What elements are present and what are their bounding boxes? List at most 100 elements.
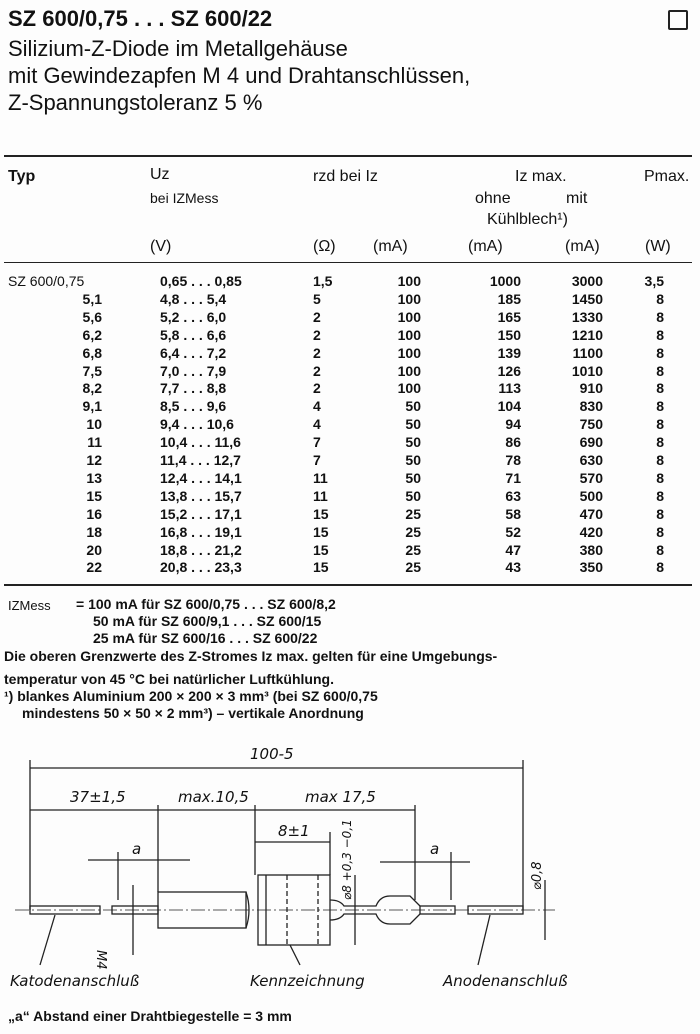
- cell-typ: 6,2: [82, 326, 102, 343]
- table-row: 7,5 7,0 . . . 7,9 2 100 126 1010 8: [0, 363, 700, 381]
- cell-pmax: 3,5: [644, 273, 664, 289]
- cell-uz-range: 11,4 . . . 12,7: [160, 452, 241, 468]
- unit-ma-ohne: (mA): [468, 238, 503, 255]
- dim-a-left: a: [132, 840, 142, 858]
- cell-rzd: 2: [313, 362, 321, 379]
- col-rzd: rzd bei Iz: [313, 168, 378, 185]
- cell-iz-max-mit: 750: [579, 416, 603, 433]
- cell-rzd: 1,5: [313, 273, 333, 289]
- cell-iz: 25: [405, 541, 421, 558]
- cell-rzd: 5: [313, 290, 321, 307]
- cell-iz: 25: [405, 523, 421, 540]
- cell-iz-max-mit: 910: [579, 380, 603, 397]
- cell-iz-max-mit: 380: [579, 541, 603, 558]
- cell-rzd: 4: [313, 416, 321, 433]
- table-row: 9,1 8,5 . . . 9,6 4 50 104 830 8: [0, 398, 700, 416]
- col-ohne: ohne: [475, 190, 511, 207]
- cell-pmax: 8: [656, 290, 664, 307]
- cell-pmax: 8: [656, 559, 664, 576]
- cell-iz-max-ohne: 86: [505, 434, 521, 451]
- cell-iz: 100: [397, 344, 421, 361]
- subtitle-line-2: mit Gewindezapfen M 4 und Drahtanschlüss…: [8, 63, 471, 88]
- table-row: 15 13,8 . . . 15,7 11 50 63 500 8: [0, 488, 700, 506]
- cell-uz-range: 16,8 . . . 19,1: [160, 523, 242, 540]
- col-typ: Typ: [8, 168, 36, 185]
- cell-typ: 11: [87, 434, 102, 451]
- cell-uz-range: 4,8 . . . 5,4: [160, 290, 227, 307]
- col-pmax: Pmax.: [644, 168, 690, 185]
- izmess-line-1: = 100 mA für SZ 600/0,75 . . . SZ 600/8,…: [76, 596, 336, 612]
- cell-iz-max-ohne: 1000: [489, 273, 521, 289]
- dim-total-length: 100-5: [250, 745, 294, 763]
- cell-rzd: 7: [313, 434, 321, 451]
- table-bottom-rule: [4, 584, 692, 586]
- cell-iz: 100: [397, 326, 421, 343]
- col-mit: mit: [566, 190, 588, 207]
- cell-iz: 50: [405, 487, 421, 504]
- cell-iz: 50: [405, 398, 421, 415]
- col-iz-max: Iz max.: [515, 168, 567, 185]
- cell-typ: 16: [86, 505, 102, 522]
- table-row: 8,2 7,7 . . . 8,8 2 100 113 910 8: [0, 380, 700, 398]
- cell-typ: 20: [86, 541, 102, 558]
- cell-iz: 50: [405, 452, 421, 468]
- cell-iz-max-ohne: 58: [505, 505, 521, 522]
- cell-uz-range: 13,8 . . . 15,7: [160, 487, 242, 504]
- footnote-1: ¹) blankes Aluminium 200 × 200 × 3 mm³ (…: [4, 688, 378, 704]
- table-row: 13 12,4 . . . 14,1 11 50 71 570 8: [0, 470, 700, 488]
- table-row: 12 11,4 . . . 12,7 7 50 78 630 8: [0, 452, 700, 470]
- cell-typ: 18: [86, 523, 102, 540]
- cell-pmax: 8: [656, 380, 664, 397]
- cell-iz: 100: [397, 290, 421, 307]
- cell-iz-max-mit: 1010: [571, 362, 603, 379]
- cell-iz-max-ohne: 63: [505, 487, 521, 504]
- dim-hex-length: 8±1: [278, 822, 310, 840]
- cell-typ: 12: [86, 452, 102, 468]
- subtitle-line-3: Z-Spannungstoleranz 5 %: [8, 90, 263, 115]
- dim-wire-diameter: ⌀0,8: [530, 861, 545, 890]
- cell-pmax: 8: [656, 308, 664, 325]
- cell-pmax: 8: [656, 541, 664, 558]
- table-row: 6,2 5,8 . . . 6,6 2 100 150 1210 8: [0, 327, 700, 345]
- subtitle-line-1: Silizium-Z-Diode im Metallgehäuse: [8, 36, 348, 61]
- cell-iz-max-mit: 1100: [572, 344, 603, 361]
- cell-typ: 15: [86, 487, 102, 504]
- cell-uz-range: 5,2 . . . 6,0: [160, 308, 227, 325]
- col-kuehlblech: Kühlblech¹): [487, 211, 568, 228]
- cell-rzd: 11: [313, 487, 328, 504]
- unit-w: (W): [645, 238, 671, 255]
- checkbox-square-icon: [668, 10, 688, 30]
- cell-iz: 100: [397, 362, 421, 379]
- cell-typ: 5,1: [82, 290, 102, 307]
- cell-iz-max-ohne: 113: [498, 380, 521, 397]
- cell-iz-max-mit: 1330: [571, 308, 603, 325]
- col-uz: Uz: [150, 166, 170, 183]
- cell-uz-range: 8,5 . . . 9,6: [160, 398, 227, 415]
- cell-rzd: 2: [313, 344, 321, 361]
- cell-iz: 25: [405, 559, 421, 576]
- cell-pmax: 8: [656, 326, 664, 343]
- cell-typ: SZ 600/0,75: [8, 273, 85, 289]
- cell-iz: 50: [405, 469, 421, 486]
- cell-uz-range: 12,4 . . . 14,1: [160, 469, 242, 486]
- cell-rzd: 4: [313, 398, 321, 415]
- cell-pmax: 8: [656, 452, 664, 468]
- cell-iz-max-mit: 690: [579, 434, 603, 451]
- table-top-rule: [4, 155, 692, 157]
- label-cathode: Katodenanschluß: [10, 972, 140, 990]
- cell-iz-max-ohne: 165: [497, 308, 521, 325]
- cell-typ: 6,8: [82, 344, 102, 361]
- cell-pmax: 8: [656, 505, 664, 522]
- table-row: 6,8 6,4 . . . 7,2 2 100 139 1100 8: [0, 345, 700, 363]
- izmess-line-3: 25 mA für SZ 600/16 . . . SZ 600/22: [93, 630, 318, 646]
- izmess-line-2: 50 mA für SZ 600/9,1 . . . SZ 600/15: [93, 613, 322, 629]
- izmess-label: IZMess: [8, 598, 51, 613]
- unit-ohm: (Ω): [313, 238, 336, 255]
- cell-iz-max-ohne: 139: [497, 344, 521, 361]
- cell-typ: 7,5: [82, 362, 102, 379]
- cell-rzd: 15: [313, 523, 329, 540]
- cell-rzd: 11: [313, 469, 328, 486]
- cell-pmax: 8: [656, 344, 664, 361]
- dim-m4-thread: M4: [93, 950, 108, 970]
- cell-uz-range: 6,4 . . . 7,2: [160, 344, 227, 361]
